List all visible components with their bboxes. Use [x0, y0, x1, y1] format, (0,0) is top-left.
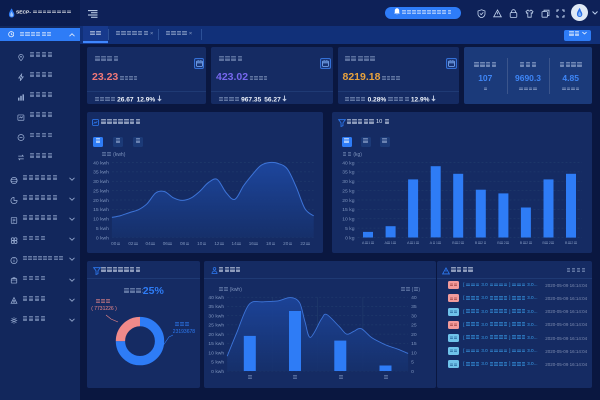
- svg-text:40 kwh: 40 kwh: [209, 295, 225, 301]
- svg-text:40 kwh: 40 kwh: [93, 160, 109, 166]
- svg-text:35 kwh: 35 kwh: [93, 170, 109, 176]
- svg-text:35: 35: [411, 304, 417, 310]
- svg-text:20: 20: [411, 331, 417, 337]
- svg-text:10 kwh: 10 kwh: [93, 216, 109, 222]
- svg-text:15 kwh: 15 kwh: [209, 341, 225, 347]
- svg-text:20 kwh: 20 kwh: [209, 331, 225, 337]
- svg-text:25 kg: 25 kg: [342, 188, 354, 194]
- svg-text:35 kg: 35 kg: [342, 170, 354, 176]
- svg-text:30 kg: 30 kg: [342, 179, 354, 185]
- svg-text:0: 0: [411, 368, 414, 374]
- svg-text:25: 25: [411, 322, 417, 328]
- svg-text:30 kwh: 30 kwh: [209, 313, 225, 319]
- svg-text:25 kwh: 25 kwh: [209, 322, 225, 328]
- svg-text:15 kwh: 15 kwh: [93, 207, 109, 213]
- svg-text:40 kg: 40 kg: [342, 160, 354, 166]
- svg-text:35 kwh: 35 kwh: [209, 304, 225, 310]
- svg-text:30 kwh: 30 kwh: [93, 179, 109, 185]
- svg-text:15: 15: [411, 341, 417, 347]
- svg-text:0 kg: 0 kg: [345, 235, 355, 241]
- svg-text:20 kg: 20 kg: [342, 198, 354, 204]
- svg-text:0 kwh: 0 kwh: [211, 368, 224, 374]
- svg-text:10: 10: [411, 350, 417, 356]
- svg-text:30: 30: [411, 313, 417, 319]
- svg-text:40: 40: [411, 295, 417, 301]
- svg-text:0 kwh: 0 kwh: [96, 235, 109, 241]
- svg-text:5 kg: 5 kg: [345, 226, 355, 232]
- svg-text:20 kwh: 20 kwh: [93, 198, 109, 204]
- svg-text:5: 5: [411, 359, 414, 365]
- svg-text:5 kwh: 5 kwh: [96, 226, 109, 232]
- svg-text:5 kwh: 5 kwh: [211, 359, 224, 365]
- svg-text:15 kg: 15 kg: [342, 207, 354, 213]
- svg-text:10 kg: 10 kg: [342, 216, 354, 222]
- svg-text:10 kwh: 10 kwh: [209, 350, 225, 356]
- svg-text:25 kwh: 25 kwh: [93, 188, 109, 194]
